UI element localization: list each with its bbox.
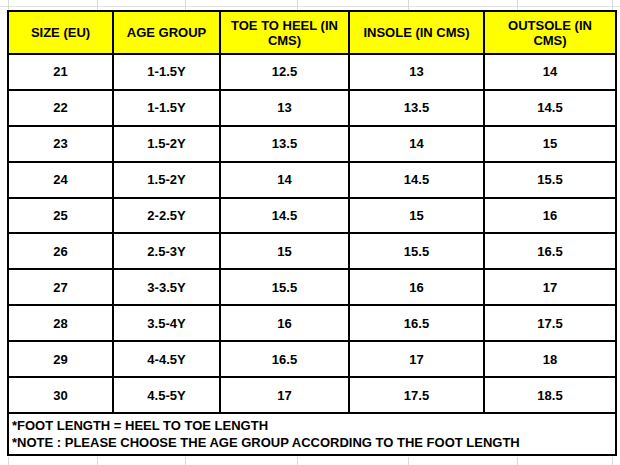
table-cell: 15 bbox=[220, 233, 349, 269]
gridline bbox=[8, 457, 9, 465]
table-cell: 15 bbox=[349, 198, 484, 234]
column-header-insole: INSOLE (IN CMS) bbox=[349, 11, 484, 54]
foot-length-note: *FOOT LENGTH = HEEL TO TOE LENGTH bbox=[12, 417, 613, 434]
gridline bbox=[8, 0, 9, 10]
table-cell: 2-2.5Y bbox=[113, 198, 220, 234]
size-chart-table: SIZE (EU) AGE GROUP TOE TO HEEL (IN CMS)… bbox=[7, 10, 617, 456]
table-cell: 12.5 bbox=[220, 54, 349, 90]
table-cell: 16 bbox=[349, 269, 484, 305]
table-row: 283.5-4Y1616.517.5 bbox=[8, 305, 616, 341]
table-cell: 1.5-2Y bbox=[113, 126, 220, 162]
table-cell: 14.5 bbox=[349, 162, 484, 198]
table-cell: 16 bbox=[484, 198, 616, 234]
table-cell: 22 bbox=[8, 90, 113, 126]
table-cell: 14.5 bbox=[220, 198, 349, 234]
table-cell: 17.5 bbox=[349, 377, 484, 413]
table-row: 241.5-2Y1414.515.5 bbox=[8, 162, 616, 198]
gridline bbox=[0, 6, 620, 7]
header-row: SIZE (EU) AGE GROUP TOE TO HEEL (IN CMS)… bbox=[8, 11, 616, 54]
gridline bbox=[408, 457, 409, 465]
gridline bbox=[97, 457, 98, 465]
table-cell: 15.5 bbox=[349, 233, 484, 269]
column-header-outsole: OUTSOLE (IN CMS) bbox=[484, 11, 616, 54]
table-cell: 16.5 bbox=[220, 341, 349, 377]
table-cell: 16.5 bbox=[349, 305, 484, 341]
table-cell: 26 bbox=[8, 233, 113, 269]
table-cell: 3-3.5Y bbox=[113, 269, 220, 305]
gridline bbox=[297, 0, 298, 10]
table-cell: 21 bbox=[8, 54, 113, 90]
column-header-size: SIZE (EU) bbox=[8, 11, 113, 54]
table-cell: 30 bbox=[8, 377, 113, 413]
gridline bbox=[612, 457, 613, 465]
table-cell: 14 bbox=[349, 126, 484, 162]
table-cell: 13 bbox=[220, 90, 349, 126]
gridline bbox=[408, 0, 409, 10]
size-chart-page: SIZE (EU) AGE GROUP TOE TO HEEL (IN CMS)… bbox=[0, 0, 620, 465]
column-header-age-group: AGE GROUP bbox=[113, 11, 220, 54]
table-row: 273-3.5Y15.51617 bbox=[8, 269, 616, 305]
table-row: 231.5-2Y13.51415 bbox=[8, 126, 616, 162]
notes-row: *FOOT LENGTH = HEEL TO TOE LENGTH *NOTE … bbox=[8, 413, 616, 455]
table-cell: 4.5-5Y bbox=[113, 377, 220, 413]
gridline bbox=[97, 0, 98, 10]
table-row: 221-1.5Y1313.514.5 bbox=[8, 90, 616, 126]
gridline bbox=[185, 0, 186, 10]
column-header-toe-to-heel: TOE TO HEEL (IN CMS) bbox=[220, 11, 349, 54]
table-cell: 15 bbox=[484, 126, 616, 162]
table-cell: 24 bbox=[8, 162, 113, 198]
table-cell: 29 bbox=[8, 341, 113, 377]
table-cell: 4-4.5Y bbox=[113, 341, 220, 377]
table-cell: 1-1.5Y bbox=[113, 90, 220, 126]
table-row: 262.5-3Y1515.516.5 bbox=[8, 233, 616, 269]
table-cell: 13 bbox=[349, 54, 484, 90]
gridline bbox=[185, 457, 186, 465]
table-cell: 17 bbox=[349, 341, 484, 377]
table-cell: 15.5 bbox=[220, 269, 349, 305]
table-row: 294-4.5Y16.51718 bbox=[8, 341, 616, 377]
table-cell: 1.5-2Y bbox=[113, 162, 220, 198]
notes-cell: *FOOT LENGTH = HEEL TO TOE LENGTH *NOTE … bbox=[8, 413, 616, 455]
gridline bbox=[297, 457, 298, 465]
table-cell: 16 bbox=[220, 305, 349, 341]
table-cell: 18.5 bbox=[484, 377, 616, 413]
table-row: 252-2.5Y14.51516 bbox=[8, 198, 616, 234]
table-cell: 18 bbox=[484, 341, 616, 377]
table-cell: 13.5 bbox=[349, 90, 484, 126]
table-cell: 17 bbox=[220, 377, 349, 413]
table-cell: 3.5-4Y bbox=[113, 305, 220, 341]
table-cell: 15.5 bbox=[484, 162, 616, 198]
table-cell: 23 bbox=[8, 126, 113, 162]
age-group-note: *NOTE : PLEASE CHOOSE THE AGE GROUP ACCO… bbox=[12, 434, 613, 451]
table-cell: 28 bbox=[8, 305, 113, 341]
table-cell: 17 bbox=[484, 269, 616, 305]
table-body: 211-1.5Y12.51314221-1.5Y1313.514.5231.5-… bbox=[8, 54, 616, 413]
gridline bbox=[517, 457, 518, 465]
table-cell: 27 bbox=[8, 269, 113, 305]
table-cell: 13.5 bbox=[220, 126, 349, 162]
table-cell: 1-1.5Y bbox=[113, 54, 220, 90]
table-cell: 2.5-3Y bbox=[113, 233, 220, 269]
table-cell: 14 bbox=[220, 162, 349, 198]
gridline bbox=[612, 0, 613, 10]
gridline bbox=[517, 0, 518, 10]
table-row: 304.5-5Y1717.518.5 bbox=[8, 377, 616, 413]
table-cell: 16.5 bbox=[484, 233, 616, 269]
table-cell: 17.5 bbox=[484, 305, 616, 341]
table-cell: 14 bbox=[484, 54, 616, 90]
table-cell: 25 bbox=[8, 198, 113, 234]
table-row: 211-1.5Y12.51314 bbox=[8, 54, 616, 90]
table-cell: 14.5 bbox=[484, 90, 616, 126]
